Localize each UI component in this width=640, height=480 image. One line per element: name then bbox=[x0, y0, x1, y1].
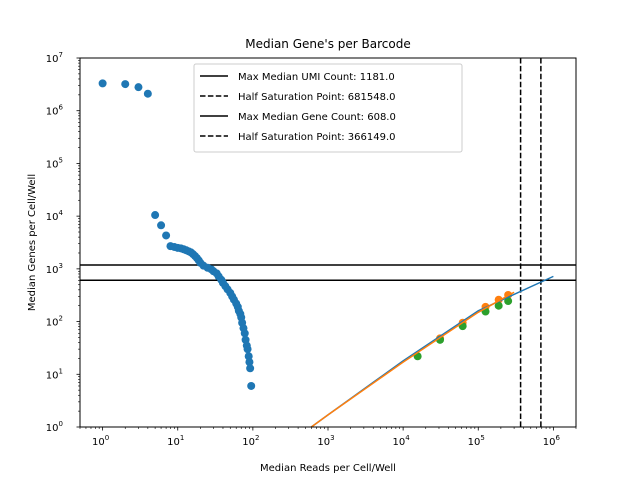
scatter-point-0 bbox=[143, 89, 152, 98]
y-tick-exponent: 7 bbox=[59, 51, 63, 59]
y-tick-exponent: 1 bbox=[59, 367, 63, 375]
scatter-point-0 bbox=[121, 80, 130, 89]
plot-area bbox=[80, 58, 576, 427]
data-layer bbox=[80, 58, 576, 427]
scatter-point-0 bbox=[246, 364, 255, 373]
legend-box bbox=[193, 63, 463, 153]
scatter-point-0 bbox=[157, 221, 166, 230]
scatter-point-0 bbox=[244, 352, 253, 361]
x-tick-exponent: 5 bbox=[480, 434, 484, 442]
legend-label: Half Saturation Point: 366149.0 bbox=[238, 132, 396, 143]
scatter-point-0 bbox=[245, 358, 254, 367]
legend-label: Half Saturation Point: 681548.0 bbox=[238, 92, 396, 103]
y-tick-exponent: 6 bbox=[59, 104, 64, 112]
scatter-point-0 bbox=[243, 345, 252, 354]
legend-label: Max Median Gene Count: 608.0 bbox=[238, 112, 396, 123]
scatter-point-2 bbox=[494, 301, 503, 310]
axes: 100 101 102 103 104 105 1061001011021031041051… bbox=[46, 51, 577, 448]
x-axis-title: Median Reads per Cell/Well bbox=[260, 463, 396, 474]
legend-label: Max Median UMI Count: 1181.0 bbox=[238, 72, 395, 83]
x-tick-exponent: 1 bbox=[180, 434, 184, 442]
y-axis-title: Median Genes per Cell/Well bbox=[27, 174, 38, 311]
scatter-point-2 bbox=[504, 297, 513, 306]
scatter-point-0 bbox=[98, 79, 107, 88]
y-tick-exponent: 4 bbox=[59, 209, 64, 217]
scatter-point-0 bbox=[247, 381, 256, 390]
x-tick-exponent: 0 bbox=[105, 434, 109, 442]
chart-title: Median Gene's per Barcode bbox=[245, 37, 410, 51]
scatter-point-0 bbox=[134, 83, 143, 92]
y-tick-exponent: 0 bbox=[59, 420, 63, 428]
x-tick-exponent: 3 bbox=[330, 434, 334, 442]
fit-line-4 bbox=[310, 291, 515, 427]
y-tick-exponent: 2 bbox=[59, 315, 63, 323]
y-tick-exponent: 5 bbox=[59, 156, 63, 164]
scatter-point-0 bbox=[240, 329, 249, 338]
y-tick-exponent: 3 bbox=[59, 262, 63, 270]
legend: Max Median UMI Count: 1181.0 Half Saturat… bbox=[193, 63, 463, 153]
scatter-point-0 bbox=[151, 211, 160, 220]
scatter-point-0 bbox=[162, 231, 171, 240]
x-tick-exponent: 6 bbox=[556, 434, 561, 442]
x-tick-exponent: 4 bbox=[405, 434, 410, 442]
x-tick-exponent: 2 bbox=[255, 434, 259, 442]
